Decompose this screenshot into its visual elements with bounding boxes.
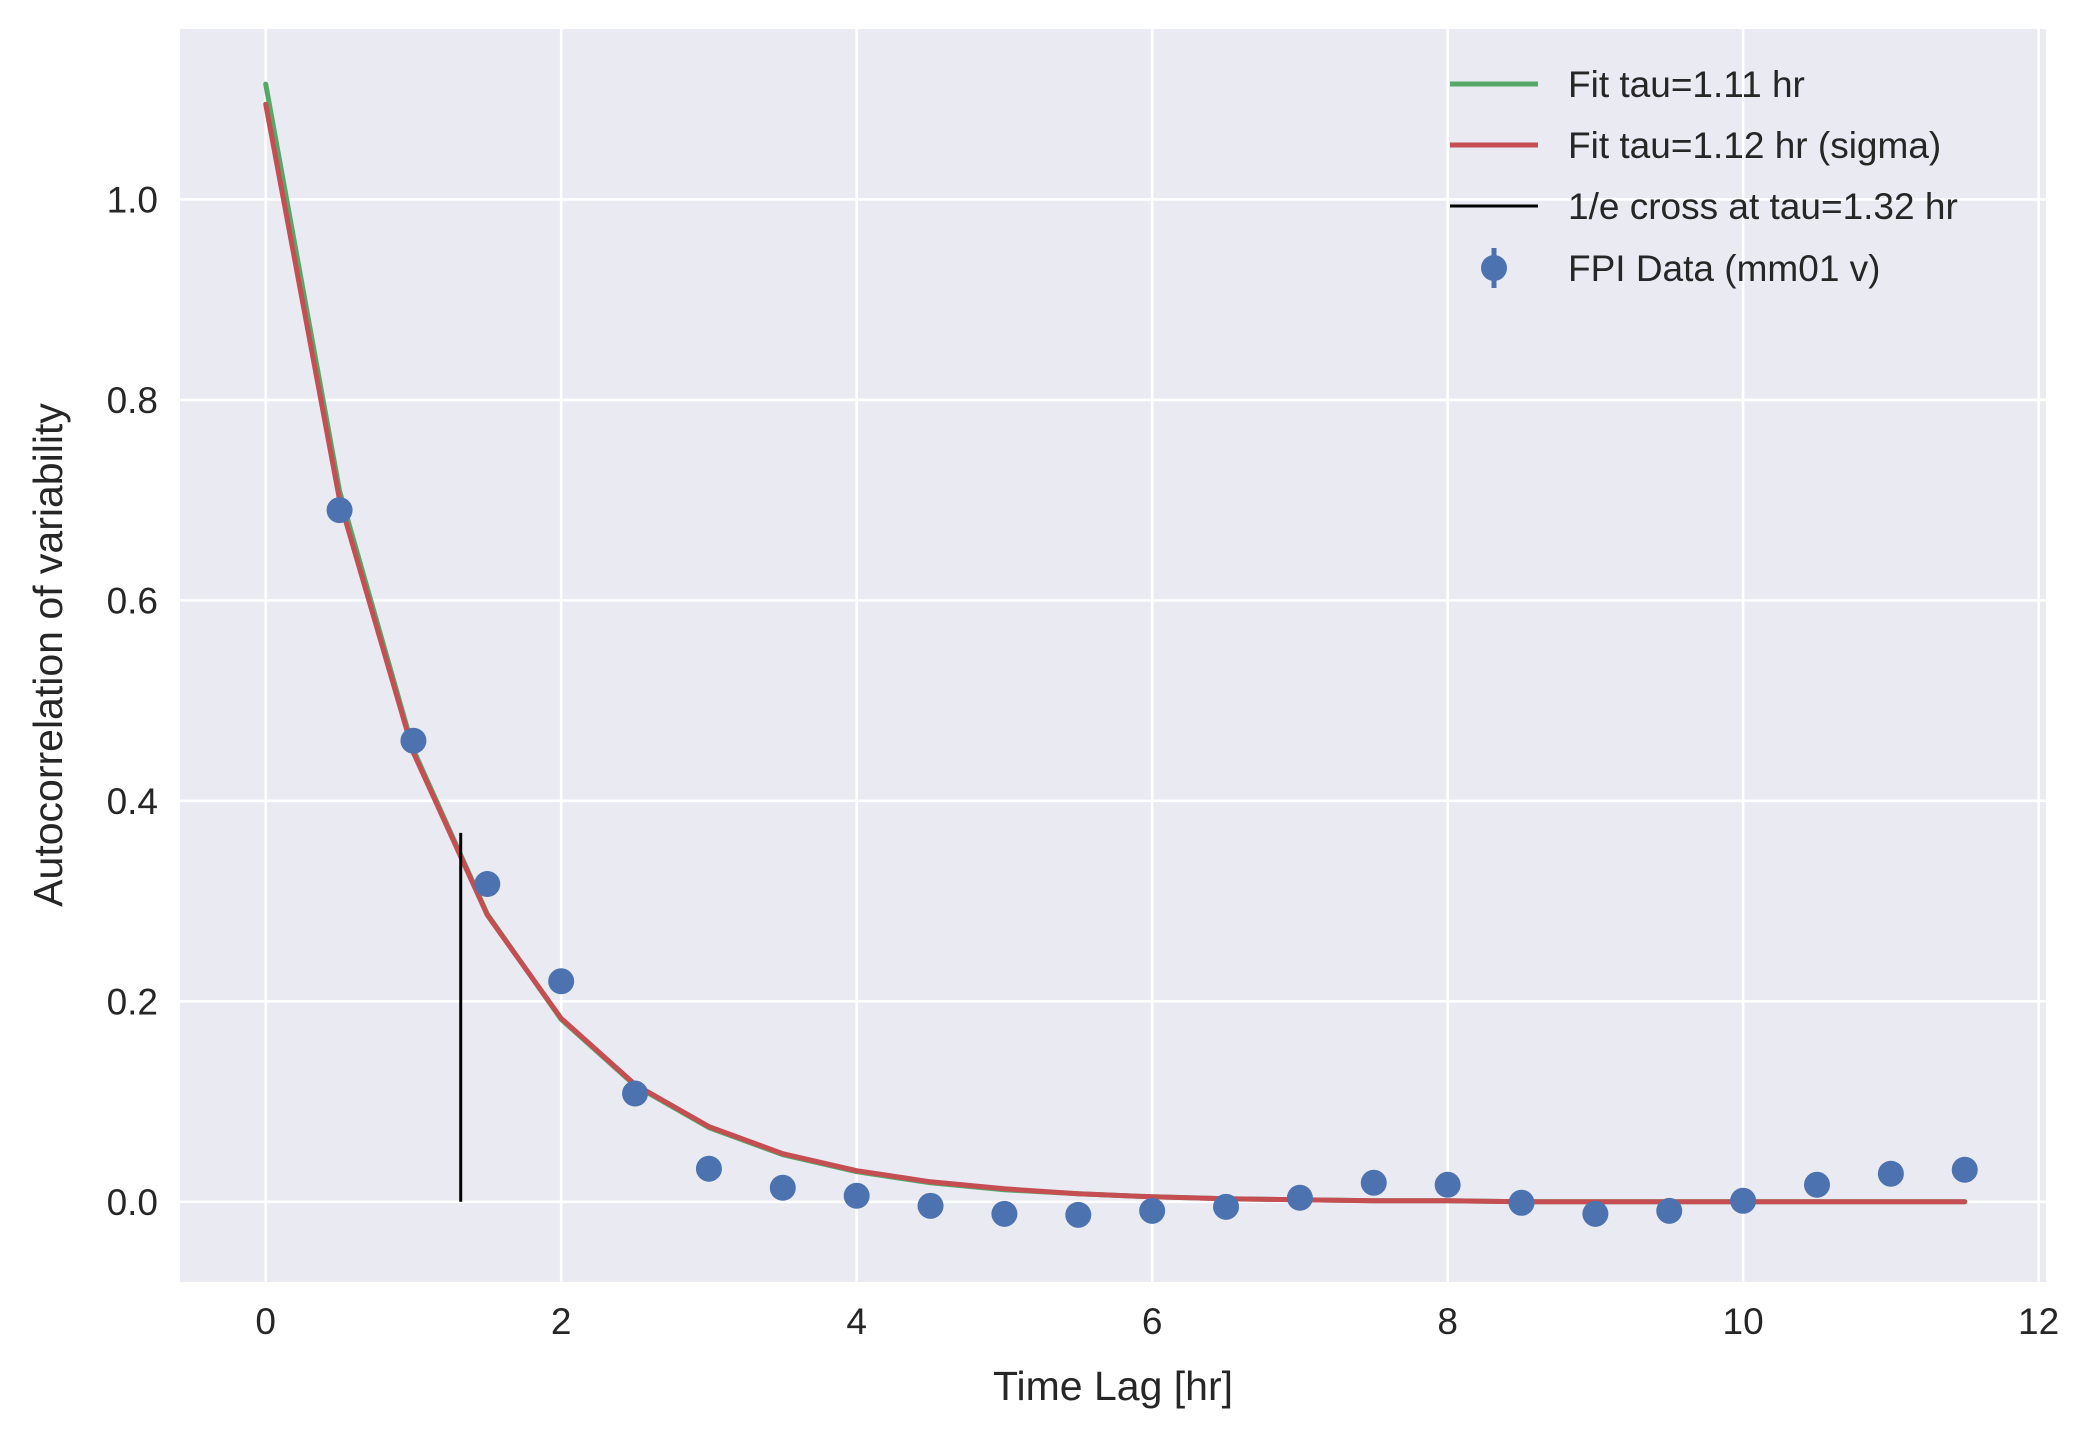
data-point	[991, 1200, 1018, 1227]
legend-entry-label: Fit tau=1.11 hr	[1568, 64, 1805, 105]
data-point	[1803, 1171, 1830, 1198]
x-tick-label: 2	[551, 1301, 572, 1342]
data-point	[1877, 1160, 1904, 1187]
data-point	[1360, 1169, 1387, 1196]
legend-swatch-marker	[1481, 255, 1507, 281]
data-point	[622, 1080, 649, 1107]
y-tick-label: 0.0	[107, 1182, 158, 1223]
data-point	[843, 1182, 870, 1209]
y-axis-label: Autocorrelation of variability	[25, 403, 71, 907]
data-point	[1582, 1200, 1609, 1227]
x-tick-label: 6	[1142, 1301, 1163, 1342]
legend-entry-label: FPI Data (mm01 v)	[1568, 248, 1881, 289]
data-point	[1434, 1171, 1461, 1198]
series-layer	[263, 81, 1978, 1228]
data-point	[548, 968, 575, 995]
data-point	[1213, 1193, 1240, 1220]
ticks: 0 2 4 6 8 10 12 0.0 0.2 0.4 0.6 0.8 1.0	[107, 179, 2060, 1342]
data-point	[769, 1174, 796, 1201]
y-tick-label: 1.0	[107, 179, 158, 220]
y-tick-label: 0.2	[107, 981, 158, 1022]
y-tick-label: 0.4	[107, 781, 158, 822]
data-point	[1065, 1201, 1092, 1228]
legend-entry-label: 1/e cross at tau=1.32 hr	[1568, 186, 1958, 227]
data-point	[400, 727, 427, 754]
series-line-1	[263, 101, 1968, 1205]
x-tick-label: 10	[1723, 1301, 1764, 1342]
x-axis-label: Time Lag [hr]	[993, 1363, 1233, 1409]
x-tick-label: 0	[255, 1301, 276, 1342]
legend: Fit tau=1.11 hr Fit tau=1.12 hr (sigma) 1/…	[1450, 64, 1958, 289]
data-point	[1951, 1156, 1978, 1183]
data-point	[1286, 1184, 1313, 1211]
y-tick-label: 0.6	[107, 580, 158, 621]
x-tick-label: 4	[846, 1301, 867, 1342]
grid	[180, 29, 2046, 1282]
plot-background	[180, 29, 2046, 1282]
x-tick-label: 12	[2018, 1301, 2059, 1342]
data-point	[1508, 1189, 1535, 1216]
x-tick-label: 8	[1437, 1301, 1458, 1342]
legend-entry-label: Fit tau=1.12 hr (sigma)	[1568, 125, 1941, 166]
data-point	[1730, 1187, 1757, 1214]
data-point	[474, 871, 501, 898]
y-tick-label: 0.8	[107, 380, 158, 421]
data-point	[695, 1155, 722, 1182]
data-point	[1656, 1197, 1683, 1224]
data-point	[326, 497, 353, 524]
data-point	[1139, 1197, 1166, 1224]
data-point	[917, 1192, 944, 1219]
